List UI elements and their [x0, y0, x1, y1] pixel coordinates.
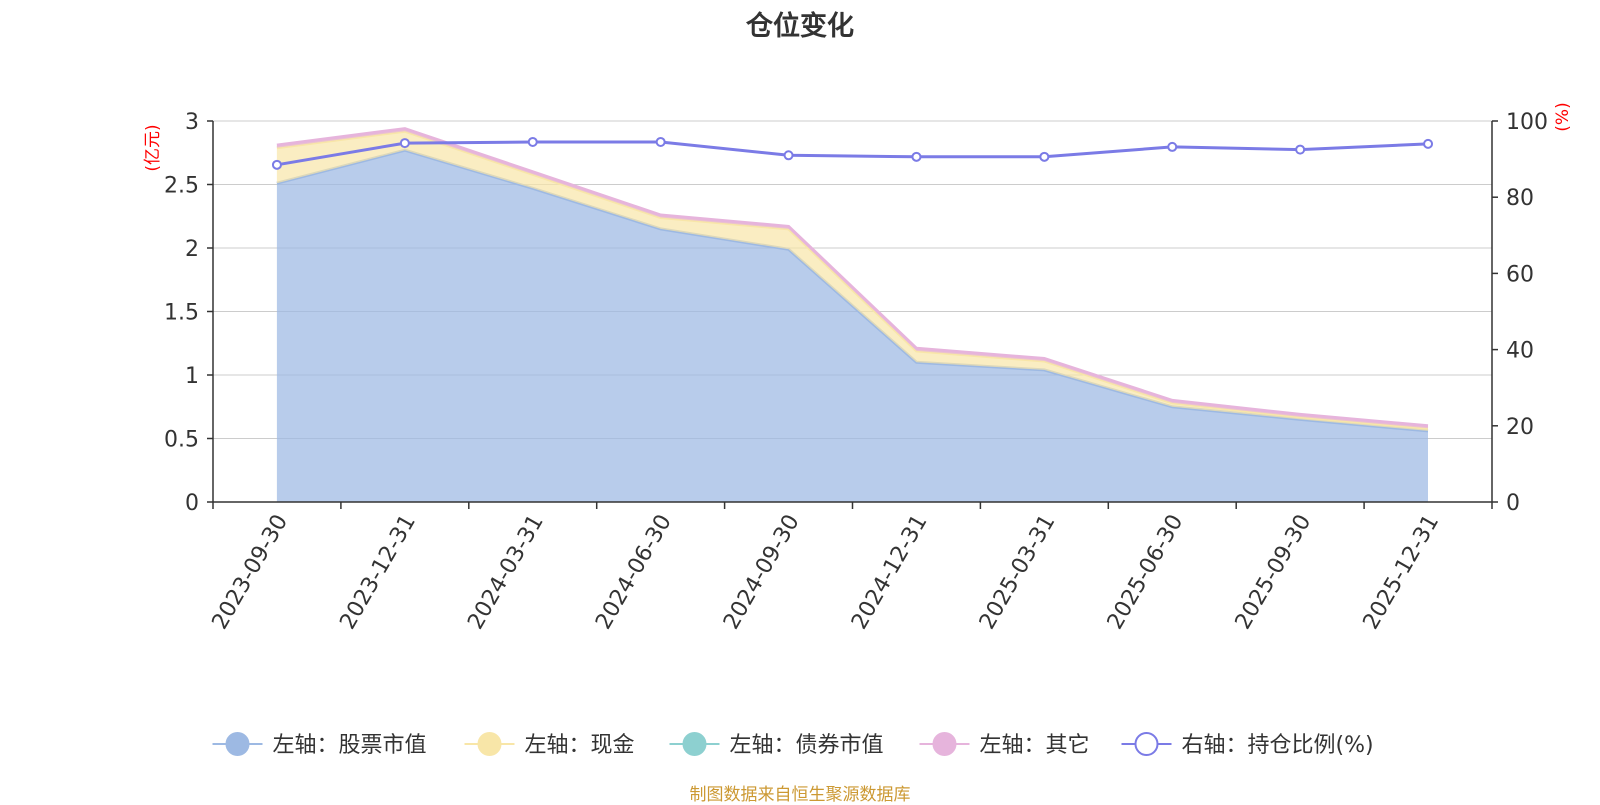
x-axis-tick-label: 2025-06-30 [1103, 511, 1189, 634]
x-axis-tick-label: 2025-03-31 [975, 511, 1061, 634]
right-axis-tick-label: 40 [1506, 339, 1534, 364]
left-axis-unit: (亿元) [143, 124, 163, 171]
x-axis-tick-label: 2023-12-31 [335, 511, 421, 634]
left-axis-tick-label: 1.5 [164, 301, 199, 326]
ratio-point [1167, 141, 1178, 152]
ratio-point [1295, 144, 1306, 155]
legend-item-bond[interactable]: 左轴：债券市值 [669, 732, 884, 758]
x-axis-tick-label: 2025-09-30 [1231, 511, 1317, 634]
left-axis-tick-label: 0.5 [164, 428, 199, 453]
left-axis-tick-label: 2.5 [164, 174, 199, 199]
legend-item-ratio[interactable]: 右轴：持仓比例(%) [1121, 732, 1374, 758]
legend-label: 左轴：债券市值 [730, 733, 884, 758]
right-axis-tick-label: 80 [1506, 186, 1534, 211]
x-axis-tick-label: 2025-12-31 [1359, 511, 1445, 634]
ratio-point [783, 150, 794, 161]
legend-label: 左轴：其它 [980, 733, 1090, 758]
legend-marker [1134, 732, 1159, 756]
ratio-point [271, 159, 282, 170]
legend-marker [932, 732, 957, 756]
legend-marker [477, 732, 502, 756]
ratio-point [399, 138, 410, 149]
chart-title: 仓位变化 [746, 11, 854, 42]
ratio-point [911, 151, 922, 162]
right-axis-tick-label: 60 [1506, 262, 1534, 287]
right-axis-tick-label: 0 [1506, 491, 1520, 516]
ratio-point [527, 136, 538, 147]
right-axis-tick-label: 20 [1506, 415, 1534, 440]
x-axis-tick-label: 2023-09-30 [207, 511, 293, 634]
legend: 左轴：股票市值 左轴：现金 左轴：债券市值 左轴：其它 右轴：持仓比例(%) [212, 732, 1374, 758]
x-axis-tick-label: 2024-09-30 [719, 511, 805, 634]
right-axis-tick-label: 100 [1506, 110, 1548, 135]
legend-marker [225, 732, 250, 756]
x-axis-tick-label: 2024-03-31 [463, 511, 549, 634]
legend-label: 左轴：股票市值 [273, 733, 427, 758]
legend-item-other[interactable]: 左轴：其它 [919, 732, 1090, 758]
ratio-point [655, 136, 666, 147]
legend-item-stock[interactable]: 左轴：股票市值 [212, 732, 427, 758]
legend-marker [682, 732, 707, 756]
legend-label: 左轴：现金 [525, 733, 635, 758]
x-axis-tick-label: 2024-06-30 [591, 511, 677, 634]
left-axis-tick-label: 0 [185, 491, 199, 516]
legend-item-cash[interactable]: 左轴：现金 [464, 732, 635, 758]
right-axis-unit: (%) [1553, 102, 1573, 131]
legend-label: 右轴：持仓比例(%) [1182, 733, 1374, 758]
x-axis-tick-label: 2024-12-31 [847, 511, 933, 634]
line-ratio [276, 140, 1429, 167]
ratio-point [1423, 138, 1434, 149]
line-other [276, 127, 1429, 428]
left-axis-tick-label: 2 [185, 237, 199, 262]
area-stock [276, 150, 1428, 502]
left-axis-tick-label: 1 [185, 364, 199, 389]
ratio-point [1039, 151, 1050, 162]
left-axis-tick-label: 3 [185, 110, 199, 135]
data-source-note: 制图数据来自恒生聚源数据库 [689, 785, 911, 805]
